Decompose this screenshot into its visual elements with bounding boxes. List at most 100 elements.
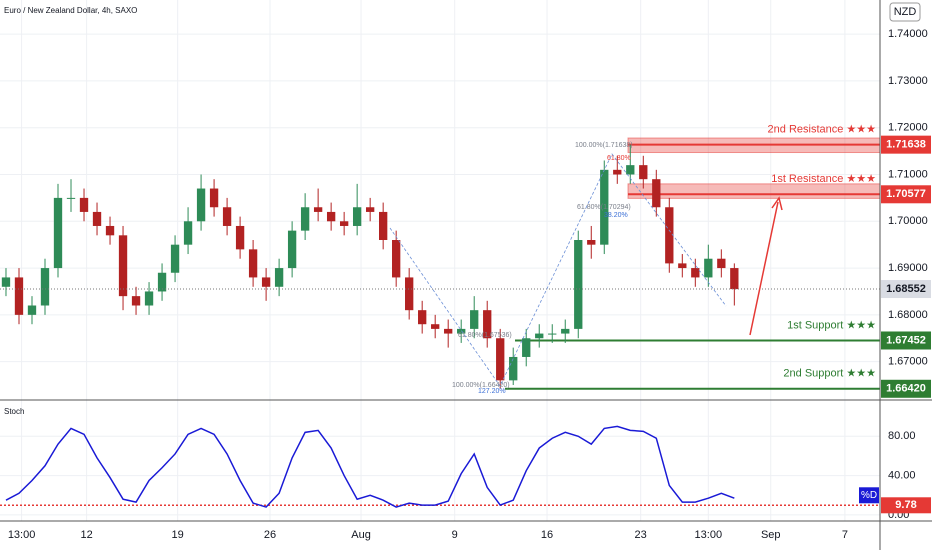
y-tick-label: 40.00 <box>888 469 916 481</box>
candle-body <box>522 338 531 357</box>
candle-body <box>457 328 466 334</box>
candle-body <box>14 277 24 315</box>
y-tick-label: 1.70000 <box>888 215 928 227</box>
candle-body <box>613 169 622 175</box>
x-tick-label: 7 <box>842 529 848 541</box>
x-tick-label: 9 <box>452 529 458 541</box>
fib-label: 127.20% <box>478 388 506 395</box>
candle-body <box>170 244 180 273</box>
candle-body <box>639 165 648 180</box>
candle-body <box>652 179 661 208</box>
price-pane: 2nd Resistance ★★★ 1st Resistance ★★★ 1st … <box>0 0 881 400</box>
candle-body <box>274 268 284 287</box>
level-name: 2nd Support ★★★ <box>783 368 876 380</box>
candle-body <box>535 333 544 339</box>
last-price-box <box>881 280 931 299</box>
chart-title: Euro / New Zealand Dollar, 4h, SAXO <box>4 6 137 15</box>
fib-guide <box>389 153 727 387</box>
candle-body <box>470 310 479 329</box>
y-tick-label: 1.71000 <box>888 168 928 180</box>
level-name: 1st Resistance ★★★ <box>771 173 876 185</box>
currency-label: NZD <box>894 6 917 18</box>
y-tick-label: 1.68000 <box>888 309 928 321</box>
candle-body <box>313 207 323 212</box>
candle-body <box>248 249 258 278</box>
candle-body <box>600 169 609 245</box>
x-tick-label: 13:00 <box>695 529 723 541</box>
candle-body <box>118 235 128 297</box>
candle-body <box>548 333 557 335</box>
y-tick-label: 1.74000 <box>888 28 928 40</box>
candle-body <box>209 188 219 208</box>
x-tick-label: Aug <box>351 529 371 541</box>
candle-body <box>53 197 63 269</box>
stoch-pane <box>0 400 880 521</box>
candle-body <box>92 211 102 226</box>
candle-body <box>717 258 726 269</box>
candle-body <box>665 207 674 264</box>
candle-body <box>431 324 440 329</box>
x-tick-label: 16 <box>541 529 553 541</box>
candle-body <box>222 207 232 226</box>
series-name-box <box>859 487 879 504</box>
candle-body <box>235 225 245 250</box>
currency-button[interactable] <box>889 2 921 22</box>
level-price-box <box>881 135 931 154</box>
x-tick-label: 13:00 <box>8 529 36 541</box>
y-tick-label: 1.72000 <box>888 122 928 134</box>
fib-label: 61.80%(1.70294) <box>577 204 631 211</box>
fib-label: 100.00%(1.71638) <box>575 142 633 149</box>
candle-body <box>196 188 206 222</box>
candle-body <box>105 225 115 236</box>
candle-body <box>509 356 518 381</box>
x-tick-label: 12 <box>80 529 92 541</box>
level-price-box <box>881 185 931 204</box>
level-price-box <box>881 331 931 350</box>
candle-body <box>352 207 362 226</box>
threshold-label: 9.78 <box>895 499 916 511</box>
candle-body <box>444 328 453 334</box>
candle-body <box>561 328 570 334</box>
candle-body <box>79 197 89 212</box>
resistance-zone <box>627 183 881 199</box>
candle-body <box>691 268 700 278</box>
candle-body <box>730 268 739 290</box>
candle-body <box>496 338 505 381</box>
level-price-box <box>881 379 931 398</box>
fib-label: 61.80% <box>607 155 631 162</box>
candle-body <box>392 240 401 278</box>
candle-body <box>704 258 713 278</box>
level-name: 1st Support ★★★ <box>787 319 876 331</box>
last-price-label: 1.68552 <box>886 283 926 295</box>
candle-body <box>183 221 193 245</box>
arrow-head <box>771 196 783 211</box>
stoch-title: Stoch <box>4 407 24 416</box>
level-price: 1.67452 <box>886 334 926 346</box>
candle-body <box>379 211 388 240</box>
candle-body <box>131 296 141 306</box>
projection-arrow <box>749 201 779 336</box>
x-tick-label: 23 <box>635 529 647 541</box>
candle-body <box>326 211 336 222</box>
candle-body <box>365 207 375 212</box>
fib-label: 61.80%(1.67536) <box>458 332 512 339</box>
y-tick-label: 80.00 <box>888 430 916 442</box>
series-name: %D <box>861 490 877 501</box>
level-price: 1.70577 <box>886 188 926 200</box>
threshold-box <box>881 497 931 514</box>
candle-body <box>418 310 427 325</box>
stoch-line <box>5 425 735 508</box>
fib-label: 38.20% <box>604 212 628 219</box>
candle-body <box>587 240 596 245</box>
candle-body <box>66 197 76 199</box>
candle-body <box>1 277 11 287</box>
y-tick-label: 1.67000 <box>888 356 928 368</box>
candle-body <box>678 263 687 269</box>
candle-body <box>144 291 154 306</box>
candle-body <box>483 310 492 339</box>
candle-body <box>40 268 50 306</box>
y-tick-label: 1.69000 <box>888 262 928 274</box>
fib-label: 100.00%(1.66420) <box>452 382 510 389</box>
